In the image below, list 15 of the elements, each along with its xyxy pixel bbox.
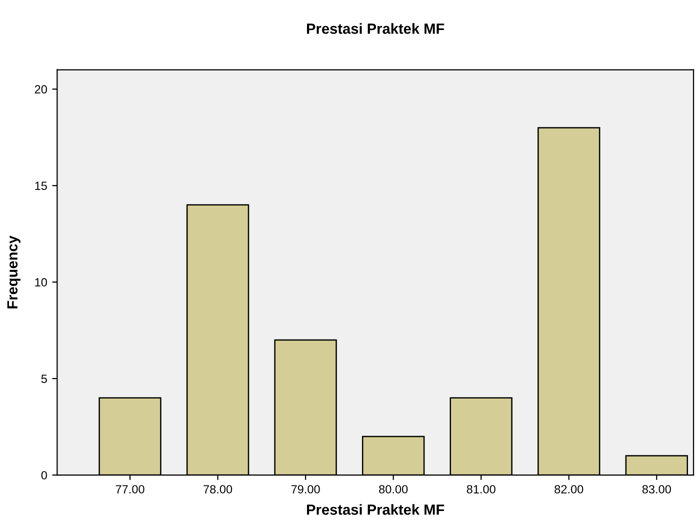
x-tick-label: 78.00 — [204, 485, 232, 494]
x-tick-label: 83.00 — [642, 485, 671, 494]
chart-title: Prestasi Praktek MF — [307, 23, 444, 34]
y-tick-label: 10 — [35, 278, 47, 286]
x-tick-label: 79.00 — [291, 485, 320, 494]
x-axis-title: Prestasi Praktek MF — [307, 504, 444, 515]
y-tick-label: 20 — [34, 85, 47, 94]
x-tick-label: 80.00 — [379, 485, 408, 494]
y-tick-label: 0 — [41, 471, 47, 480]
y-axis-title: Frequency — [7, 236, 20, 308]
x-tick-label: 81.00 — [466, 485, 496, 494]
x-tick-label: 82.00 — [554, 485, 584, 494]
x-tick-label: 77.00 — [116, 485, 144, 494]
y-tick-label: 5 — [41, 374, 47, 383]
y-tick-label: 15 — [35, 182, 47, 190]
